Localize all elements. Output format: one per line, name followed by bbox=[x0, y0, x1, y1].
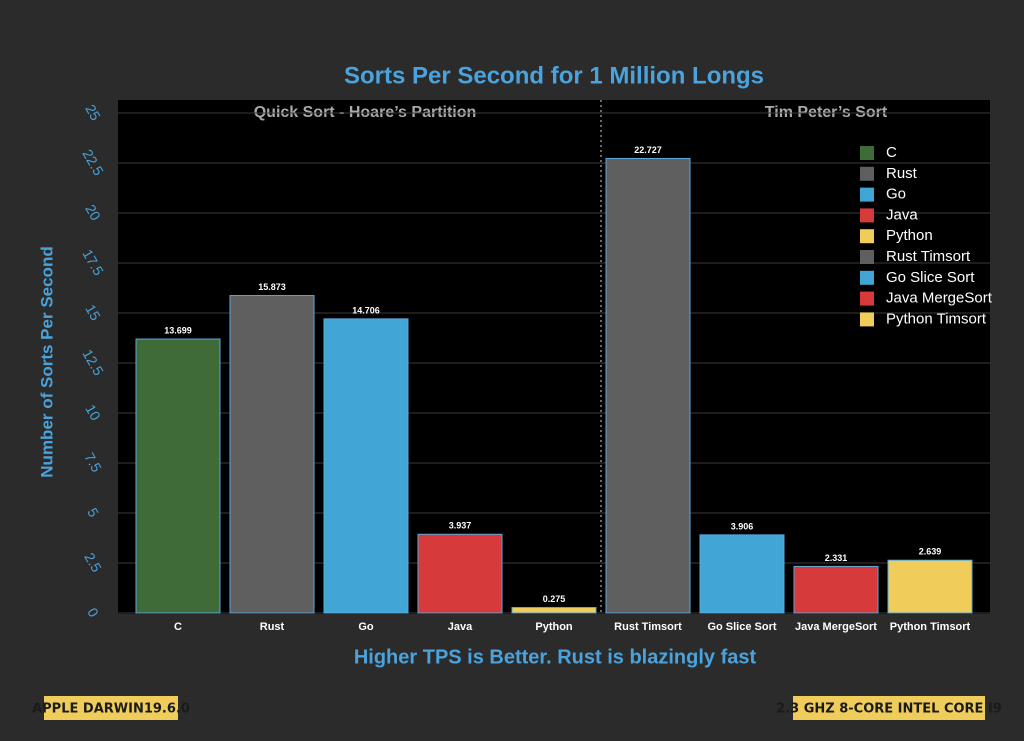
value-label: 3.937 bbox=[449, 521, 472, 531]
bar bbox=[417, 533, 503, 614]
bar bbox=[605, 157, 691, 614]
legend-swatch bbox=[860, 187, 874, 202]
x-tick-label: Go Slice Sort bbox=[707, 621, 776, 633]
y-tick-label: 10 bbox=[82, 402, 104, 424]
legend-swatch bbox=[860, 166, 874, 181]
y-tick-label: 25 bbox=[82, 102, 104, 124]
value-label: 0.275 bbox=[543, 594, 566, 604]
value-label: 3.906 bbox=[731, 521, 754, 531]
legend-swatch bbox=[860, 229, 874, 244]
legend-label: Java MergeSort bbox=[886, 290, 993, 307]
y-tick-label: 20 bbox=[82, 202, 104, 224]
value-label: 2.639 bbox=[919, 547, 942, 557]
legend-label: Python Timsort bbox=[886, 310, 987, 327]
legend-swatch bbox=[860, 146, 874, 160]
legend-label: Python bbox=[886, 227, 933, 244]
bar bbox=[323, 318, 409, 614]
bar bbox=[793, 565, 879, 614]
legend-label: Rust Timsort bbox=[886, 248, 971, 265]
value-label: 15.873 bbox=[258, 282, 286, 292]
legend-label: Go bbox=[886, 186, 906, 203]
legend-swatch bbox=[860, 312, 874, 327]
note-box bbox=[44, 696, 178, 720]
x-tick-label: Rust Timsort bbox=[614, 621, 682, 633]
y-tick-label: 15 bbox=[82, 302, 104, 324]
legend-swatch bbox=[860, 208, 874, 223]
note-box bbox=[793, 696, 985, 720]
legend-label: Rust bbox=[886, 165, 918, 182]
legend-label: Go Slice Sort bbox=[886, 269, 975, 286]
x-tick-label: Java MergeSort bbox=[795, 621, 877, 633]
value-label: 2.331 bbox=[825, 553, 848, 563]
bar bbox=[699, 534, 785, 614]
value-label: 22.727 bbox=[634, 145, 662, 155]
bar bbox=[229, 295, 315, 614]
legend-swatch bbox=[860, 270, 874, 285]
x-tick-label: Go bbox=[358, 621, 374, 633]
legend-label: C bbox=[886, 144, 897, 161]
x-tick-label: Python bbox=[535, 621, 573, 633]
x-tick-label: Java bbox=[448, 621, 473, 633]
note: APPLE DARWIN19.6.0 bbox=[32, 702, 190, 717]
x-tick-label: Rust bbox=[260, 621, 285, 633]
x-tick-label: Python Timsort bbox=[890, 621, 971, 633]
bar bbox=[135, 338, 221, 614]
bar bbox=[511, 607, 597, 614]
legend-swatch bbox=[860, 291, 874, 306]
value-label: 13.699 bbox=[164, 325, 192, 335]
bar bbox=[887, 559, 973, 614]
legend-label: Java bbox=[886, 206, 918, 223]
x-tick-label: C bbox=[174, 621, 182, 633]
legend-swatch bbox=[860, 250, 874, 264]
x-axis-label: Higher TPS is Better. Rust is blazingly … bbox=[354, 646, 757, 668]
chart-title: Sorts Per Second for 1 Million Longs bbox=[344, 62, 764, 89]
value-label: 14.706 bbox=[352, 305, 380, 315]
note: 2.3 GHZ 8-CORE INTEL CORE I9 bbox=[776, 702, 1002, 717]
y-axis-label: Number of Sorts Per Second bbox=[37, 246, 56, 477]
